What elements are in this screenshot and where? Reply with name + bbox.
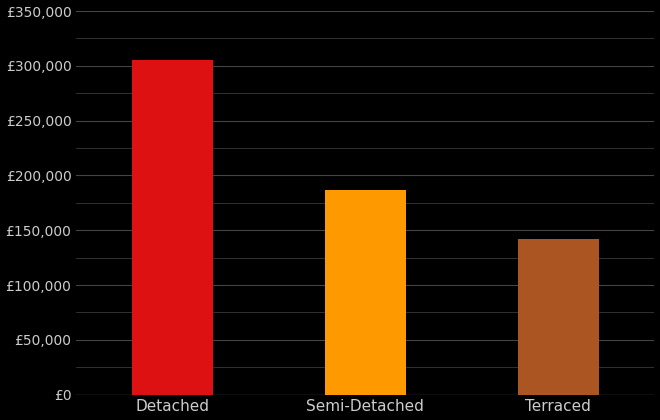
Bar xyxy=(132,60,213,394)
Bar xyxy=(517,239,599,394)
Bar xyxy=(325,190,406,394)
